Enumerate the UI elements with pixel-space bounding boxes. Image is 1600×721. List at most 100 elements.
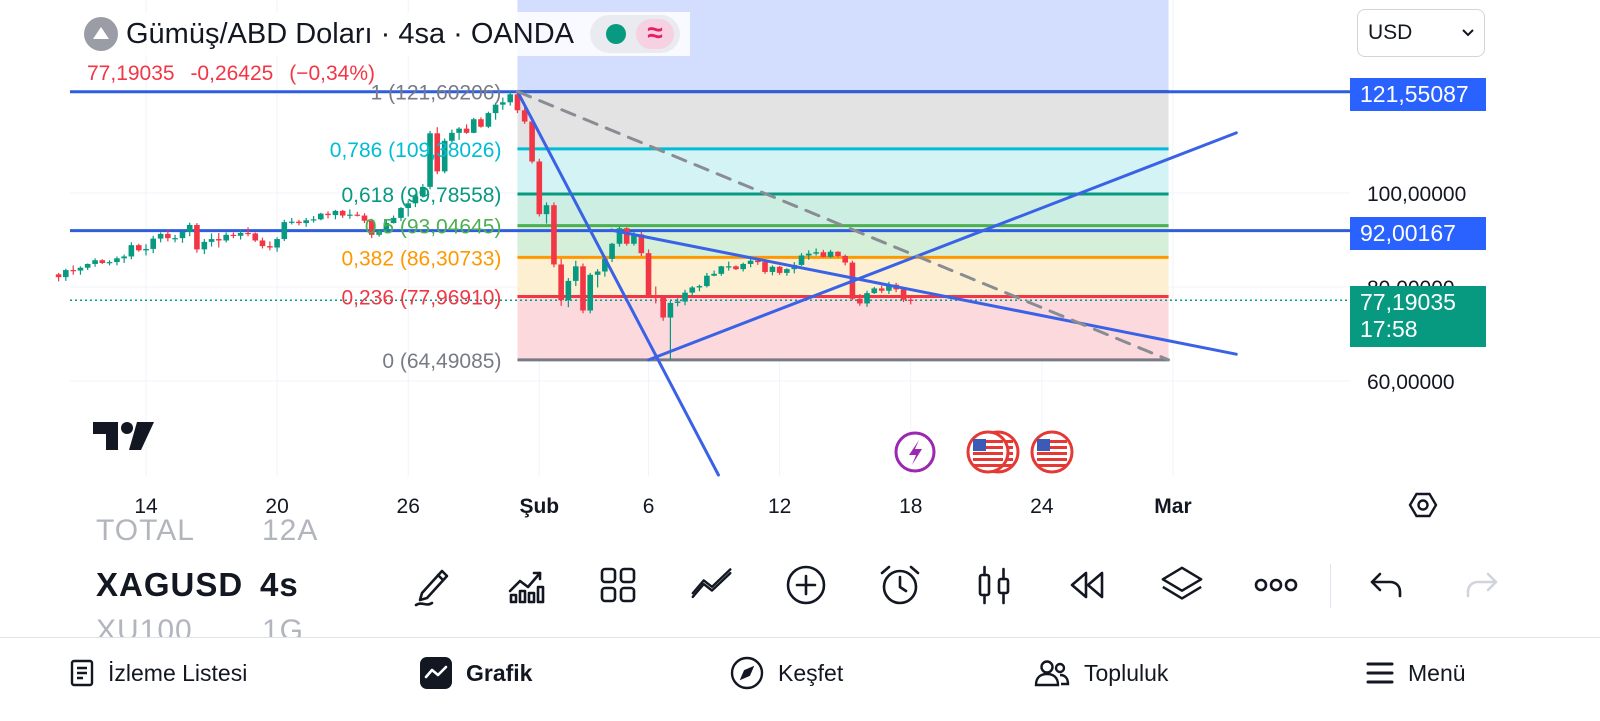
candle	[325, 211, 331, 219]
candle-body	[223, 234, 229, 241]
indicators-icon[interactable]	[504, 560, 548, 610]
candle-body	[558, 264, 564, 301]
price-change-percent: (−0,34%)	[289, 62, 375, 85]
us-flag-icon	[1030, 430, 1074, 474]
candle	[813, 248, 819, 256]
candle	[623, 227, 630, 246]
pencil-draw-icon[interactable]	[410, 560, 454, 610]
last-price: 77,19035	[87, 62, 175, 85]
nav-chart[interactable]: Grafik	[420, 638, 532, 708]
alarm-clock-icon[interactable]	[878, 560, 922, 610]
candle	[165, 229, 171, 242]
watchlist-interval-current[interactable]: 4s	[260, 566, 299, 603]
candle	[172, 234, 178, 243]
currency-select[interactable]: USD	[1357, 9, 1485, 57]
candle	[434, 127, 441, 175]
candle	[769, 265, 776, 276]
candle-body	[157, 233, 164, 239]
candle-body	[696, 286, 703, 288]
symbol-header[interactable]: Gümüş/ABD Doları · 4sa · OANDA ≈	[84, 12, 690, 56]
candle	[609, 242, 615, 263]
candle	[660, 294, 666, 321]
candle-body	[878, 288, 885, 291]
toolbar-divider	[1330, 564, 1331, 608]
candle	[500, 97, 506, 110]
add-circle-icon[interactable]	[784, 560, 828, 610]
candle	[347, 209, 353, 219]
candle-body	[456, 128, 462, 133]
candle-body	[208, 239, 215, 242]
candle-body	[63, 270, 69, 278]
candle-body	[449, 132, 455, 141]
more-icon[interactable]	[1254, 560, 1298, 610]
candle	[92, 258, 98, 267]
candle-body	[638, 234, 645, 254]
candle-body	[755, 260, 761, 263]
watchlist-symbol-current[interactable]: XAGUSD	[96, 566, 244, 603]
candle-body	[135, 245, 142, 251]
x-axis-tick-label: Şub	[519, 495, 559, 518]
flag-stripe	[973, 446, 1003, 449]
candle-body	[368, 220, 375, 235]
replay-icon[interactable]	[1066, 560, 1110, 610]
candle	[339, 209, 346, 218]
candle-body	[55, 274, 62, 278]
candle	[463, 124, 470, 134]
candle	[842, 254, 848, 266]
layers-icon[interactable]	[1160, 560, 1204, 610]
candle-body	[296, 221, 302, 224]
candle	[449, 129, 455, 143]
templates-grid-icon[interactable]	[596, 560, 640, 610]
candle	[827, 249, 834, 258]
undo-icon[interactable]	[1364, 560, 1408, 610]
candle-body	[857, 298, 863, 304]
market-status-pill[interactable]: ≈	[590, 15, 680, 53]
candle-body	[711, 273, 717, 276]
candle	[99, 259, 106, 264]
candle	[405, 200, 411, 217]
hexagon-center	[1417, 499, 1429, 511]
candle	[267, 241, 273, 251]
watchlist-symbol-prev[interactable]: TOTAL	[96, 514, 195, 547]
candle-body	[92, 260, 98, 264]
candle-body	[674, 301, 681, 303]
flag-stripe	[973, 440, 1003, 443]
dashed-trend-line	[515, 89, 1171, 362]
watchlist-interval-prev[interactable]: 12A	[262, 514, 319, 547]
candle	[77, 266, 84, 275]
fib-level-label: 0,786 (109,38026)	[330, 139, 502, 162]
candle-body	[77, 267, 84, 271]
candle	[383, 220, 390, 234]
candle	[201, 239, 208, 255]
nav-explore[interactable]: Keşfet	[730, 638, 843, 708]
fib-level-label: 0,5 (93,04645)	[365, 216, 502, 239]
price-badge-value: 92,00167	[1360, 220, 1456, 246]
trend-lines-icon[interactable]	[690, 560, 734, 610]
candle	[376, 229, 382, 237]
watchlist-icon	[70, 659, 94, 687]
redo-icon[interactable]	[1460, 560, 1504, 610]
candle	[762, 261, 768, 274]
symbol-title: Gümüş/ABD Doları · 4sa · OANDA	[126, 17, 574, 50]
candle-body	[551, 205, 557, 265]
hexagon-settings-icon[interactable]	[1408, 492, 1438, 518]
nav-menu[interactable]: Menü	[1366, 638, 1466, 708]
candle	[456, 127, 462, 140]
x-axis-tick-label: 24	[1030, 495, 1054, 518]
candle-body	[172, 238, 178, 240]
candle	[303, 217, 309, 227]
candle-body	[434, 133, 441, 172]
candle-body	[267, 246, 273, 248]
candle	[733, 265, 739, 271]
candle-body	[660, 296, 666, 318]
candle-body	[740, 263, 746, 270]
candle-body	[427, 133, 433, 187]
x-axis-tick-label: 26	[397, 495, 420, 518]
candle-body	[361, 215, 368, 221]
nav-community[interactable]: Topluluk	[1034, 638, 1168, 708]
nav-watchlist[interactable]: İzleme Listesi	[70, 638, 247, 708]
candle-body	[245, 232, 251, 235]
candle-body	[354, 214, 361, 216]
candles-icon[interactable]	[972, 560, 1016, 610]
candle-body	[281, 222, 288, 240]
